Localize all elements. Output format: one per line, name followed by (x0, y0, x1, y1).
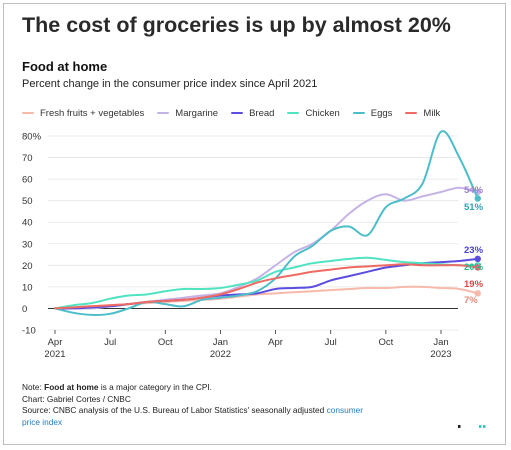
series-line-eggs (54, 130, 479, 316)
series-end-point-fresh-fruits-vegetables (474, 290, 481, 297)
end-label-bread: 23% (464, 245, 484, 256)
x-tick-year-label: 2021 (44, 349, 65, 360)
y-tick-label: 80% (22, 132, 42, 143)
y-tick-label: -10 (22, 326, 36, 337)
legend-swatch (287, 112, 300, 114)
chart-legend: Fresh fruits + vegetables Margarine Bread C… (22, 106, 453, 120)
end-label-eggs: 51% (464, 202, 484, 213)
end-label-chicken: 20% (464, 262, 484, 273)
x-tick-label: Jan (433, 337, 448, 348)
end-label-milk: 19% (464, 279, 484, 290)
chart-description: Percent change in the consumer price ind… (22, 78, 318, 90)
legend-label: Eggs (370, 107, 393, 119)
x-tick-label: Oct (158, 337, 173, 348)
chart-frame (3, 3, 506, 445)
x-tick-year-label: 2023 (430, 349, 451, 360)
legend-label: Bread (249, 107, 275, 119)
y-tick-label: 50 (22, 196, 33, 207)
legend-label: Chicken (305, 107, 340, 119)
x-tick-label: Apr (48, 337, 63, 348)
y-tick-label: 70 (22, 153, 33, 164)
x-tick-label: Apr (268, 337, 283, 348)
source-link-continued[interactable]: price index (22, 416, 63, 427)
y-tick-label: 30 (22, 239, 33, 250)
legend-swatch (231, 112, 244, 114)
legend-item-bread: Bread (231, 108, 274, 119)
x-tick-year-label: 2022 (210, 349, 231, 360)
legend-item-milk: Milk (405, 108, 440, 119)
source-link[interactable]: consumer (326, 405, 364, 415)
series-end-point-bread (474, 255, 481, 263)
x-tick-label: Jan (213, 337, 228, 348)
legend-item-eggs: Eggs (352, 107, 393, 119)
series-line-milk (54, 263, 479, 310)
end-label-margarine: 54% (464, 185, 484, 196)
x-tick-label: Jul (325, 337, 337, 348)
series-line-bread (54, 257, 479, 310)
cnbc-logo-marks (458, 425, 486, 428)
y-tick-label: 10 (22, 282, 33, 293)
y-tick-label: 20 (22, 261, 33, 272)
y-tick-label: 0 (22, 304, 27, 315)
x-tick-label: Jul (104, 337, 116, 348)
footer-source: Source: CNBC analysis of the U.S. Bureau… (22, 405, 364, 415)
end-label-fresh-fruits-vegetables: 7% (464, 295, 478, 306)
y-tick-label: 60 (22, 175, 33, 186)
x-tick-label: Oct (378, 337, 393, 348)
legend-label: Fresh fruits + vegetables (40, 107, 145, 119)
legend-item-margarine: Margarine (157, 108, 218, 119)
series-end-point-eggs (474, 195, 481, 202)
footer-credit: Chart: Gabriel Cortes / CNBC (22, 393, 131, 404)
chart-footer: Note: Food at home is a major category i… (22, 382, 363, 428)
legend-item-fresh-fruits-vegetables: Fresh fruits + vegetables (22, 108, 144, 119)
series-end-point-milk (474, 264, 481, 271)
legend-swatch (22, 112, 34, 114)
legend-label: Milk (423, 107, 441, 119)
legend-swatch (405, 112, 418, 114)
footer-note: Note: Food at home is a major category i… (22, 382, 212, 392)
legend-item-chicken: Chicken (287, 107, 340, 119)
legend-swatch (352, 112, 365, 114)
legend-swatch (157, 112, 170, 114)
legend-label: Margarine (175, 107, 219, 119)
series-line-chicken (54, 256, 479, 310)
y-tick-label: 40 (22, 218, 33, 229)
chart-headline: The cost of groceries is up by almost 20… (22, 13, 451, 37)
chart-subtitle: Food at home (22, 59, 108, 74)
